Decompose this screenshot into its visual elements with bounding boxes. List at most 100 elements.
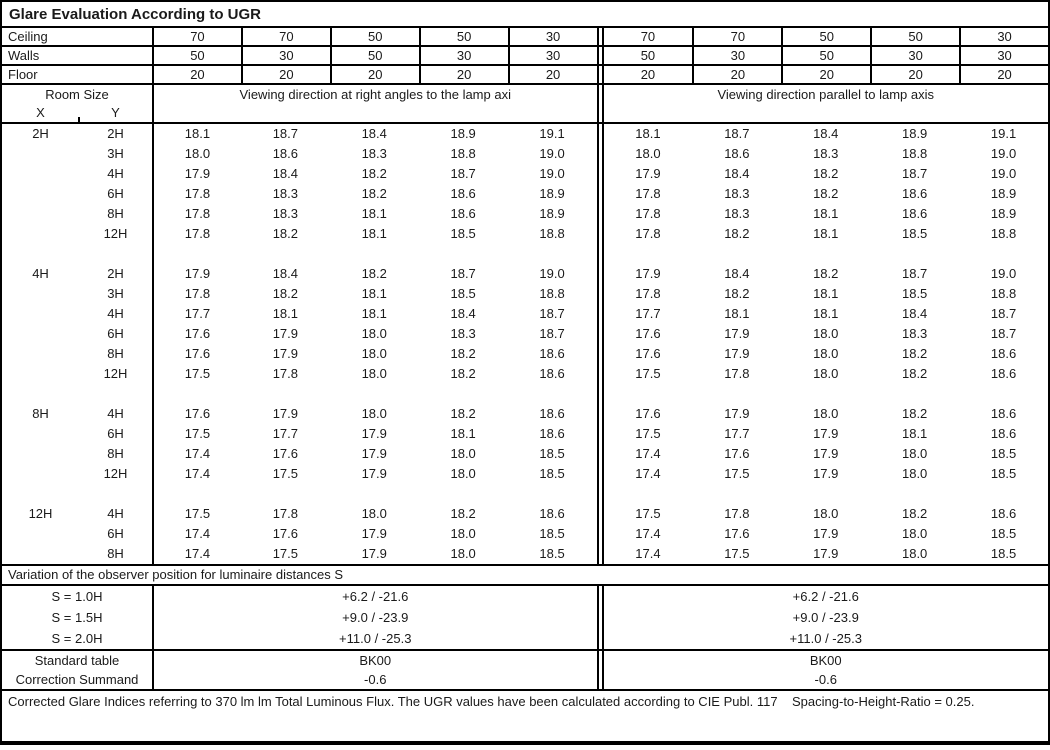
ugr-value-cell: 18.7 — [539, 306, 565, 321]
ugr-value-cell — [692, 484, 781, 504]
ugr-data-row: 3H 17.8 18.2 18.1 18.5 18.8 17.8 18.2 18.1 18.5 18… — [2, 284, 1048, 304]
room-y-label: 4H — [107, 506, 124, 521]
ugr-value-cell: 18.2 — [361, 166, 387, 181]
room-x-label — [2, 144, 79, 164]
ugr-value-cell: 18.4 — [361, 126, 387, 141]
surface-row-label: Walls — [8, 48, 40, 63]
ugr-value-cell: 19.0 — [539, 266, 565, 281]
surface-value-cell: 70 — [640, 29, 656, 44]
ugr-value-cell: 17.5 — [635, 506, 661, 521]
center-divider — [596, 264, 604, 284]
room-y-label: 4H — [107, 306, 124, 321]
ugr-value-cell: 17.8 — [272, 506, 298, 521]
ugr-value-cell: 18.0 — [901, 546, 928, 561]
ugr-value-cell: 18.9 — [901, 126, 928, 141]
ugr-value-cell: 18.1 — [361, 206, 387, 221]
room-x-label: 2H — [32, 126, 49, 141]
ugr-value-cell: 18.7 — [272, 126, 298, 141]
ugr-value-cell: 18.0 — [813, 326, 839, 341]
ugr-value-cell: 18.6 — [901, 186, 928, 201]
surface-value-cell: 30 — [870, 47, 959, 64]
ugr-value-cell: 18.2 — [901, 366, 928, 381]
surface-value-cell: 20 — [959, 66, 1048, 83]
ugr-value-cell: 17.8 — [724, 366, 750, 381]
ugr-value-cell: 18.5 — [990, 546, 1017, 561]
surface-value-cell: 30 — [959, 28, 1048, 45]
ugr-value-cell: 17.5 — [272, 546, 298, 561]
room-x-label — [2, 544, 79, 564]
surface-row: Walls 50 30 50 30 30 50 30 50 30 30 — [2, 47, 1048, 66]
summary-label: Correction Summand — [15, 672, 139, 687]
ugr-value-cell: 17.6 — [724, 446, 750, 461]
ugr-value-cell: 18.1 — [724, 306, 750, 321]
room-y-label: 3H — [107, 146, 124, 161]
ugr-value-cell: 18.0 — [450, 466, 476, 481]
viewing-direction-parallel-header: Viewing direction parallel to lamp axis — [717, 87, 935, 102]
center-divider — [596, 144, 604, 164]
center-divider — [596, 444, 604, 464]
ugr-value-cell — [152, 384, 241, 404]
center-divider — [596, 66, 604, 83]
surface-value-cell: 20 — [781, 66, 870, 83]
room-y-label: 8H — [107, 446, 124, 461]
summary-value: BK00 — [809, 653, 842, 668]
ugr-value-cell: 18.2 — [724, 286, 750, 301]
ugr-data-row: 12H 17.4 17.5 17.9 18.0 18.5 17.4 17.5 17.9 18.0 1… — [2, 464, 1048, 484]
variation-values-box: S = 1.0H +6.2 / -21.6 +6.2 / -21.6 S = 1.5H… — [2, 586, 1048, 651]
ugr-value-cell: 18.6 — [539, 406, 565, 421]
s-variation-value: +6.2 / -21.6 — [792, 589, 859, 604]
ugr-value-cell: 18.2 — [724, 226, 750, 241]
surface-value-cell: 50 — [329, 47, 419, 64]
ugr-value-cell: 18.3 — [724, 206, 750, 221]
room-x-label — [2, 464, 79, 484]
variation-section-title: Variation of the observer position for l… — [2, 566, 1048, 586]
y-axis-label: Y — [111, 105, 120, 120]
ugr-value-cell: 18.1 — [450, 426, 476, 441]
split-row: S = 1.5H +9.0 / -23.9 +9.0 / -23.9 — [2, 607, 1048, 628]
surface-value-cell: 50 — [781, 28, 870, 45]
ugr-value-cell: 18.0 — [635, 146, 661, 161]
ugr-value-cell: 18.1 — [361, 226, 387, 241]
center-divider — [596, 344, 604, 364]
room-y-label: 4H — [107, 406, 124, 421]
ugr-value-cell — [419, 384, 508, 404]
surface-value-cell: 20 — [507, 66, 597, 83]
ugr-value-cell — [241, 244, 330, 264]
ugr-value-cell — [508, 484, 597, 504]
ugr-value-cell: 17.9 — [361, 546, 387, 561]
ugr-value-cell: 18.2 — [272, 226, 298, 241]
ugr-value-cell: 17.9 — [152, 264, 241, 284]
ugr-value-cell — [959, 384, 1048, 404]
ugr-value-cell: 18.7 — [724, 126, 750, 141]
ugr-value-cell: 17.8 — [152, 184, 241, 204]
surface-value-cell: 50 — [870, 28, 959, 45]
ugr-value-cell: 18.0 — [361, 506, 387, 521]
room-x-label — [2, 184, 79, 204]
ugr-value-cell — [604, 244, 693, 264]
ugr-value-cell: 17.6 — [635, 326, 661, 341]
ugr-value-cell: 18.0 — [361, 366, 387, 381]
ugr-value-cell: 17.9 — [635, 266, 661, 281]
split-row: Correction Summand -0.6 -0.6 — [2, 670, 1048, 689]
room-x-label: 12H — [28, 506, 53, 521]
ugr-data-row: 8H 17.4 17.6 17.9 18.0 18.5 17.4 17.6 17.9 18.0 18… — [2, 444, 1048, 464]
ugr-value-cell: 17.4 — [152, 524, 241, 544]
room-y-label: 6H — [107, 186, 124, 201]
ugr-data-row: 12H 4H 17.5 17.8 18.0 18.2 18.6 17.5 17.8 18.0 18.… — [2, 504, 1048, 524]
surface-row: Ceiling 70 70 50 50 30 70 70 50 50 30 — [2, 28, 1048, 47]
ugr-value-cell: 17.4 — [152, 464, 241, 484]
ugr-value-cell: 18.2 — [450, 366, 476, 381]
room-x-label — [2, 364, 79, 384]
ugr-value-cell: 17.5 — [152, 424, 241, 444]
ugr-value-cell — [781, 244, 870, 264]
ugr-value-cell: 17.6 — [272, 446, 298, 461]
surface-row-label: Ceiling — [8, 29, 48, 44]
ugr-value-cell: 18.6 — [450, 206, 476, 221]
ugr-value-cell: 18.4 — [450, 306, 476, 321]
ugr-value-cell: 18.4 — [901, 306, 928, 321]
ugr-value-cell: 17.8 — [635, 226, 661, 241]
ugr-value-cell: 18.8 — [990, 226, 1017, 241]
ugr-value-cell: 18.1 — [813, 226, 839, 241]
s-distance-label: S = 1.5H — [51, 610, 103, 625]
ugr-value-cell — [330, 384, 419, 404]
